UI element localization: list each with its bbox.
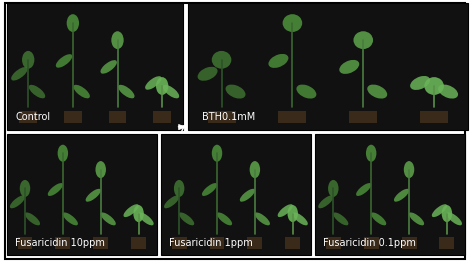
- Ellipse shape: [268, 54, 289, 68]
- Ellipse shape: [409, 212, 424, 225]
- Ellipse shape: [179, 212, 194, 225]
- FancyBboxPatch shape: [172, 237, 187, 249]
- Ellipse shape: [240, 189, 255, 202]
- Ellipse shape: [212, 51, 231, 69]
- FancyBboxPatch shape: [278, 111, 306, 123]
- FancyBboxPatch shape: [19, 111, 37, 123]
- FancyBboxPatch shape: [326, 237, 341, 249]
- Ellipse shape: [278, 204, 293, 217]
- Ellipse shape: [297, 85, 316, 99]
- Ellipse shape: [164, 195, 179, 208]
- Ellipse shape: [367, 85, 387, 99]
- Text: Fusaricidin 10ppm: Fusaricidin 10ppm: [15, 238, 104, 248]
- Ellipse shape: [139, 212, 154, 225]
- Ellipse shape: [250, 161, 260, 178]
- FancyBboxPatch shape: [7, 3, 183, 130]
- FancyBboxPatch shape: [188, 3, 468, 130]
- Ellipse shape: [174, 180, 184, 197]
- Ellipse shape: [163, 85, 179, 98]
- Ellipse shape: [20, 180, 30, 197]
- Ellipse shape: [22, 51, 34, 69]
- Ellipse shape: [156, 77, 168, 95]
- Ellipse shape: [145, 76, 162, 90]
- Ellipse shape: [318, 195, 333, 208]
- Ellipse shape: [394, 189, 409, 202]
- Ellipse shape: [67, 14, 79, 32]
- Ellipse shape: [333, 212, 348, 225]
- FancyBboxPatch shape: [64, 111, 82, 123]
- Text: Control: Control: [16, 112, 51, 122]
- FancyBboxPatch shape: [208, 111, 235, 123]
- Ellipse shape: [404, 161, 414, 178]
- Ellipse shape: [124, 204, 139, 217]
- Ellipse shape: [48, 183, 63, 196]
- FancyBboxPatch shape: [93, 237, 108, 249]
- Polygon shape: [179, 124, 186, 130]
- Ellipse shape: [111, 31, 124, 49]
- Ellipse shape: [58, 145, 68, 162]
- Text: BTH0.1mM: BTH0.1mM: [202, 112, 255, 122]
- Ellipse shape: [202, 183, 217, 196]
- FancyBboxPatch shape: [349, 111, 377, 123]
- FancyBboxPatch shape: [420, 111, 448, 123]
- FancyBboxPatch shape: [7, 134, 157, 255]
- Ellipse shape: [73, 85, 90, 98]
- Ellipse shape: [424, 77, 444, 95]
- Ellipse shape: [353, 31, 373, 49]
- Ellipse shape: [56, 54, 72, 68]
- Ellipse shape: [293, 212, 308, 225]
- FancyBboxPatch shape: [5, 3, 465, 259]
- FancyBboxPatch shape: [210, 237, 225, 249]
- FancyBboxPatch shape: [153, 111, 171, 123]
- Ellipse shape: [432, 204, 447, 217]
- Ellipse shape: [438, 85, 458, 99]
- Ellipse shape: [371, 212, 386, 225]
- Ellipse shape: [101, 212, 116, 225]
- Ellipse shape: [101, 60, 117, 74]
- Ellipse shape: [288, 205, 298, 222]
- Ellipse shape: [410, 76, 430, 90]
- Ellipse shape: [339, 60, 359, 74]
- Ellipse shape: [255, 212, 270, 225]
- Ellipse shape: [197, 67, 218, 81]
- Ellipse shape: [366, 145, 376, 162]
- Ellipse shape: [282, 14, 302, 32]
- Ellipse shape: [328, 180, 338, 197]
- Ellipse shape: [10, 195, 25, 208]
- FancyBboxPatch shape: [401, 237, 416, 249]
- FancyBboxPatch shape: [17, 237, 32, 249]
- Ellipse shape: [29, 85, 45, 98]
- Ellipse shape: [11, 67, 28, 80]
- FancyBboxPatch shape: [55, 237, 70, 249]
- Text: Fusaricidin 0.1ppm: Fusaricidin 0.1ppm: [323, 238, 416, 248]
- Ellipse shape: [133, 205, 144, 222]
- FancyBboxPatch shape: [315, 134, 465, 255]
- FancyBboxPatch shape: [247, 237, 262, 249]
- Ellipse shape: [447, 212, 462, 225]
- Ellipse shape: [356, 183, 371, 196]
- FancyBboxPatch shape: [161, 134, 311, 255]
- Ellipse shape: [217, 212, 232, 225]
- FancyBboxPatch shape: [285, 237, 300, 249]
- Ellipse shape: [95, 161, 106, 178]
- Ellipse shape: [118, 85, 134, 98]
- Ellipse shape: [86, 189, 101, 202]
- Text: Fusaricidin 1ppm: Fusaricidin 1ppm: [169, 238, 252, 248]
- Ellipse shape: [226, 85, 245, 99]
- Ellipse shape: [212, 145, 222, 162]
- Ellipse shape: [442, 205, 452, 222]
- Ellipse shape: [25, 212, 40, 225]
- FancyBboxPatch shape: [109, 111, 126, 123]
- FancyBboxPatch shape: [439, 237, 454, 249]
- FancyBboxPatch shape: [131, 237, 146, 249]
- FancyBboxPatch shape: [364, 237, 379, 249]
- Ellipse shape: [63, 212, 78, 225]
